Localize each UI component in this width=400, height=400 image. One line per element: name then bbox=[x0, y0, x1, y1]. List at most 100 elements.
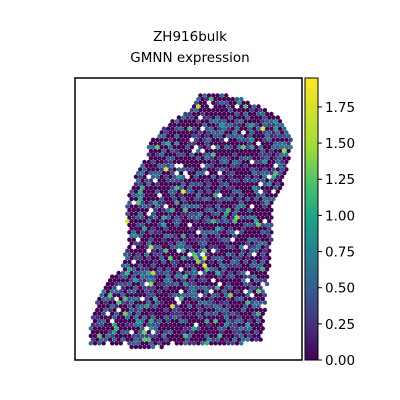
spot bbox=[153, 185, 158, 191]
spot bbox=[241, 204, 246, 209]
spot bbox=[226, 252, 231, 257]
spot bbox=[232, 241, 237, 246]
spot bbox=[127, 259, 132, 265]
spot bbox=[204, 311, 210, 316]
spot bbox=[183, 193, 188, 198]
spot bbox=[95, 337, 100, 342]
spot bbox=[129, 337, 134, 342]
spot bbox=[174, 274, 179, 279]
spot bbox=[249, 145, 255, 150]
spot bbox=[127, 296, 132, 302]
spot bbox=[114, 341, 119, 346]
spot bbox=[264, 111, 270, 117]
spot bbox=[239, 170, 244, 176]
spot bbox=[178, 148, 184, 154]
spot bbox=[168, 315, 173, 320]
spot bbox=[170, 126, 175, 131]
spot bbox=[193, 270, 199, 276]
spot bbox=[219, 108, 225, 113]
spot bbox=[170, 215, 175, 220]
spot bbox=[163, 174, 169, 179]
spot bbox=[215, 93, 220, 98]
spot bbox=[193, 211, 199, 216]
spot bbox=[230, 296, 235, 302]
spot bbox=[172, 159, 177, 165]
spot bbox=[224, 315, 229, 320]
spot bbox=[206, 152, 212, 157]
spot bbox=[166, 311, 171, 316]
spot bbox=[241, 241, 246, 246]
spot bbox=[191, 244, 197, 250]
spot bbox=[224, 330, 229, 335]
spot bbox=[202, 307, 207, 313]
spot bbox=[215, 307, 220, 313]
spot bbox=[252, 222, 257, 228]
spot bbox=[224, 219, 229, 224]
spot bbox=[129, 293, 134, 298]
spot bbox=[243, 333, 248, 339]
spot bbox=[142, 211, 147, 216]
spot bbox=[247, 178, 253, 183]
spot bbox=[286, 133, 291, 139]
spot bbox=[226, 281, 231, 287]
spot bbox=[262, 270, 268, 276]
spot bbox=[181, 315, 186, 320]
spot bbox=[273, 119, 278, 124]
spot bbox=[232, 122, 237, 128]
spot bbox=[241, 167, 246, 172]
spot bbox=[131, 222, 136, 228]
spot bbox=[168, 189, 173, 194]
spot bbox=[256, 311, 261, 316]
spot bbox=[232, 285, 237, 290]
spot bbox=[185, 293, 190, 298]
spot bbox=[153, 170, 158, 176]
spot bbox=[273, 148, 278, 154]
spot bbox=[252, 267, 257, 272]
spot bbox=[122, 333, 128, 339]
spot bbox=[202, 174, 207, 179]
spot bbox=[247, 230, 253, 235]
spot bbox=[249, 174, 255, 179]
spot bbox=[269, 178, 274, 183]
spot bbox=[202, 219, 207, 224]
spot bbox=[140, 163, 145, 168]
spot bbox=[135, 326, 141, 331]
spot bbox=[249, 307, 255, 313]
spot bbox=[234, 141, 240, 146]
spot bbox=[178, 333, 184, 339]
spot bbox=[120, 322, 126, 327]
spot bbox=[211, 152, 216, 157]
spot bbox=[267, 211, 272, 216]
spot bbox=[211, 167, 216, 172]
spot bbox=[133, 330, 139, 335]
spot bbox=[241, 211, 246, 216]
spot bbox=[138, 300, 143, 305]
spot bbox=[213, 178, 218, 183]
spot bbox=[239, 111, 244, 117]
spot bbox=[193, 293, 199, 298]
spot bbox=[114, 326, 119, 331]
spot bbox=[150, 307, 156, 313]
spot bbox=[125, 219, 130, 224]
spot bbox=[211, 315, 216, 320]
spot bbox=[107, 307, 113, 313]
spot bbox=[224, 145, 229, 150]
spot bbox=[215, 315, 220, 320]
spot bbox=[243, 281, 248, 287]
spot bbox=[228, 145, 233, 150]
spot bbox=[230, 252, 235, 257]
spot bbox=[140, 289, 145, 294]
spot bbox=[264, 259, 270, 265]
spot bbox=[209, 178, 214, 183]
spot bbox=[254, 189, 259, 194]
spot bbox=[206, 233, 212, 239]
spot bbox=[275, 189, 280, 194]
spot bbox=[271, 137, 276, 142]
chart-title-line-1: ZH916bulk bbox=[153, 29, 227, 45]
spot bbox=[191, 104, 197, 109]
spot bbox=[146, 145, 151, 150]
spot bbox=[196, 222, 201, 228]
spot bbox=[135, 281, 141, 287]
spot bbox=[178, 304, 184, 309]
spot bbox=[148, 274, 154, 279]
